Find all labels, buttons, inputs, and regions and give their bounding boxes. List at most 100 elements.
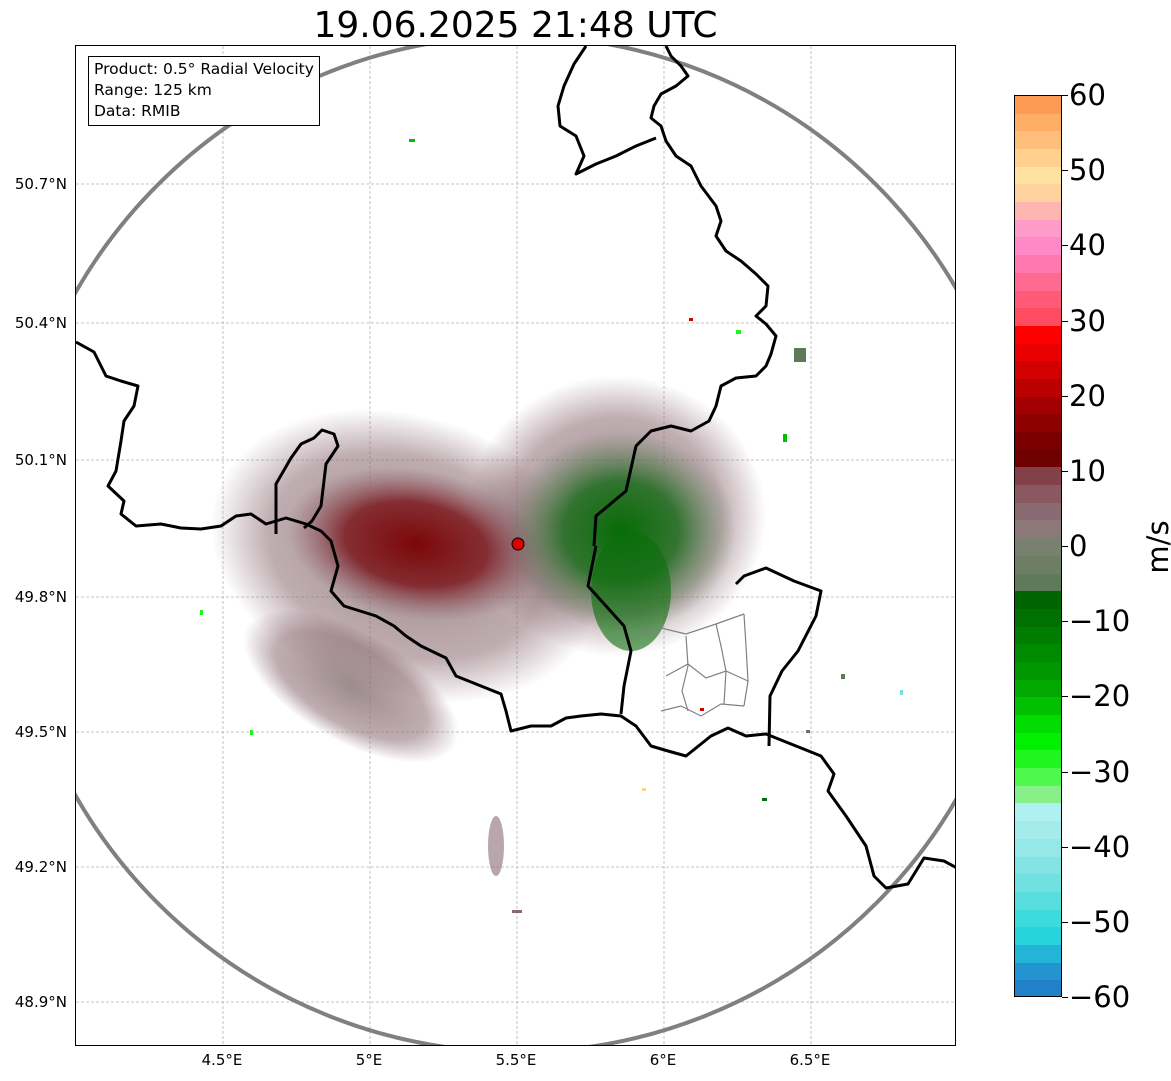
colorbar-tick-mark	[1062, 846, 1068, 848]
colorbar-segment	[1015, 608, 1061, 628]
colorbar-segment	[1015, 661, 1061, 681]
lon-label: 6°E	[649, 1051, 677, 1069]
colorbar-segment	[1015, 308, 1061, 327]
colorbar-segment	[1015, 520, 1061, 539]
colorbar-segment	[1015, 838, 1061, 858]
lat-label: 50.1°N	[14, 451, 67, 469]
colorbar-unit-label: m/s	[1141, 520, 1171, 574]
colorbar-segment	[1015, 113, 1061, 132]
lon-label: 5°E	[355, 1051, 383, 1069]
radar-map[interactable]	[75, 45, 956, 1046]
colorbar-tick-mark	[1062, 621, 1068, 623]
colorbar-tick-mark	[1062, 245, 1068, 247]
colorbar-tick-label: −60	[1069, 980, 1131, 1014]
colorbar-segment	[1015, 555, 1061, 575]
colorbar-tick-mark	[1062, 921, 1068, 923]
colorbar-segment	[1015, 944, 1061, 964]
colorbar-segment	[1015, 768, 1061, 787]
colorbar-segment	[1015, 449, 1061, 468]
radar-site-marker	[511, 537, 525, 551]
lat-label: 48.9°N	[14, 993, 67, 1011]
colorbar-segment	[1015, 538, 1061, 557]
colorbar-segment	[1015, 573, 1061, 592]
colorbar-segment	[1015, 96, 1061, 115]
colorbar-tick-label: −40	[1069, 829, 1131, 864]
colorbar-segment	[1015, 432, 1061, 451]
colorbar-segment	[1015, 149, 1061, 168]
country-borders	[76, 46, 955, 890]
colorbar-tick-label: 0	[1069, 529, 1088, 563]
colorbar-tick-label: 10	[1069, 453, 1106, 488]
colorbar-segment	[1015, 166, 1061, 186]
colorbar-tick-label: −20	[1069, 679, 1131, 714]
colorbar-segment	[1015, 750, 1061, 769]
colorbar-segment	[1015, 184, 1061, 203]
lat-label: 49.2°N	[14, 858, 67, 876]
colorbar-tick-mark	[1062, 546, 1068, 547]
info-range: Range: 125 km	[94, 81, 212, 99]
colorbar-tick-label: 40	[1069, 228, 1106, 263]
velocity-colorbar	[1014, 95, 1062, 997]
colorbar-segment	[1015, 361, 1061, 380]
colorbar-segment	[1015, 237, 1061, 256]
colorbar-segment	[1015, 715, 1061, 734]
colorbar-tick-mark	[1062, 470, 1068, 472]
colorbar-segment	[1015, 502, 1061, 522]
colorbar-segment	[1015, 396, 1061, 415]
colorbar-tick-label: 60	[1069, 78, 1106, 112]
colorbar-segment	[1015, 272, 1061, 292]
colorbar-segment	[1015, 343, 1061, 362]
colorbar-segment	[1015, 644, 1061, 663]
colorbar-segment	[1015, 626, 1061, 645]
colorbar-segment	[1015, 803, 1061, 822]
colorbar-tick-mark	[1062, 997, 1068, 998]
colorbar-tick-label: 20	[1069, 378, 1106, 413]
lat-label: 50.4°N	[14, 314, 67, 332]
colorbar-tick-label: 30	[1069, 303, 1106, 338]
lat-label: 50.7°N	[14, 175, 67, 193]
colorbar-segment	[1015, 909, 1061, 928]
colorbar-segment	[1015, 962, 1061, 981]
colorbar-segment	[1015, 131, 1061, 150]
map-canvas	[76, 46, 955, 1045]
lon-label: 6.5°E	[789, 1051, 831, 1069]
colorbar-tick-label: 50	[1069, 153, 1106, 188]
colorbar-segment	[1015, 891, 1061, 911]
product-info-box: Product: 0.5° Radial Velocity Range: 125…	[88, 56, 320, 126]
colorbar-tick-label: −50	[1069, 904, 1131, 939]
colorbar-tick-mark	[1062, 696, 1068, 698]
colorbar-segment	[1015, 927, 1061, 946]
colorbar-segment	[1015, 325, 1061, 345]
velocity-echoes	[210, 376, 766, 876]
colorbar-tick-mark	[1062, 771, 1068, 773]
colorbar-tick-mark	[1062, 95, 1068, 96]
colorbar-segment	[1015, 414, 1061, 433]
colorbar-segment	[1015, 697, 1061, 716]
lat-label: 49.5°N	[14, 723, 67, 741]
colorbar-tick-mark	[1062, 320, 1068, 322]
colorbar-segment	[1015, 485, 1061, 504]
colorbar-segment	[1015, 980, 1061, 996]
colorbar-segment	[1015, 290, 1061, 309]
colorbar-tick-mark	[1062, 170, 1068, 172]
map-title: 19.06.2025 21:48 UTC	[313, 5, 718, 46]
colorbar-segment	[1015, 378, 1061, 398]
colorbar-segment	[1015, 219, 1061, 239]
colorbar-segment	[1015, 785, 1061, 805]
colorbar-segment	[1015, 202, 1061, 221]
clutter-pixels	[200, 139, 903, 913]
colorbar-tick-mark	[1062, 395, 1068, 397]
colorbar-segment	[1015, 821, 1061, 840]
colorbar-segment	[1015, 732, 1061, 751]
lon-label: 5.5°E	[495, 1051, 537, 1069]
info-data-source: Data: RMIB	[94, 102, 181, 120]
lon-label: 4.5°E	[201, 1051, 243, 1069]
colorbar-segment	[1015, 467, 1061, 486]
province-borders	[635, 613, 749, 717]
colorbar-segment	[1015, 856, 1061, 875]
lat-label: 49.8°N	[14, 588, 67, 606]
colorbar-tick-label: −30	[1069, 754, 1131, 789]
colorbar-segment	[1015, 591, 1061, 610]
colorbar-segment	[1015, 874, 1061, 893]
info-product: Product: 0.5° Radial Velocity	[94, 60, 314, 78]
